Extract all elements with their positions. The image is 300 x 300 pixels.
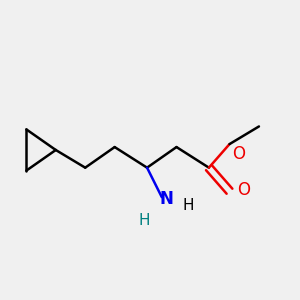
- Text: N: N: [159, 190, 173, 208]
- Text: O: O: [237, 181, 250, 199]
- Text: H: H: [138, 213, 150, 228]
- Text: H: H: [182, 198, 194, 213]
- Text: O: O: [232, 146, 245, 164]
